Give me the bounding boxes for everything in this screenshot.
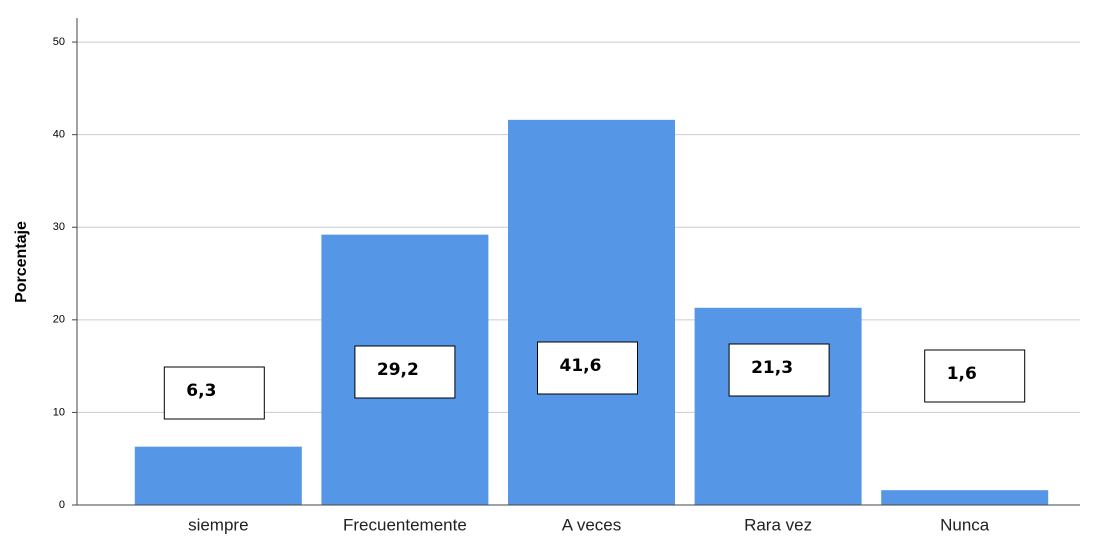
bar (134, 446, 302, 505)
value-label-box (354, 345, 456, 399)
x-tick-label: Rara vez (744, 515, 812, 534)
bar (508, 119, 675, 505)
x-tick-label: Nunca (940, 515, 990, 534)
x-tick-label: Frecuentemente (343, 515, 467, 534)
y-tick-label: 40 (53, 129, 65, 141)
y-tick-label: 20 (53, 314, 65, 326)
value-label: 29,2 (377, 360, 419, 380)
value-label: 41,6 (560, 356, 602, 376)
value-label-box (163, 366, 265, 420)
y-tick-label: 30 (53, 221, 65, 233)
value-label-box (924, 349, 1026, 403)
x-tick-label: A veces (562, 515, 622, 534)
x-tick-label: siempre (188, 515, 248, 534)
y-tick-label: 0 (59, 499, 65, 511)
value-label: 1,6 (947, 364, 977, 384)
value-label: 6,3 (186, 381, 216, 401)
bar (694, 307, 862, 505)
bar (881, 490, 1049, 505)
y-tick-label: 10 (53, 406, 65, 418)
value-label-box (537, 341, 638, 395)
value-label: 21,3 (751, 358, 793, 378)
y-axis-label: Porcentaje (13, 221, 30, 303)
value-label-box (728, 343, 830, 397)
y-tick-label: 50 (53, 36, 65, 48)
